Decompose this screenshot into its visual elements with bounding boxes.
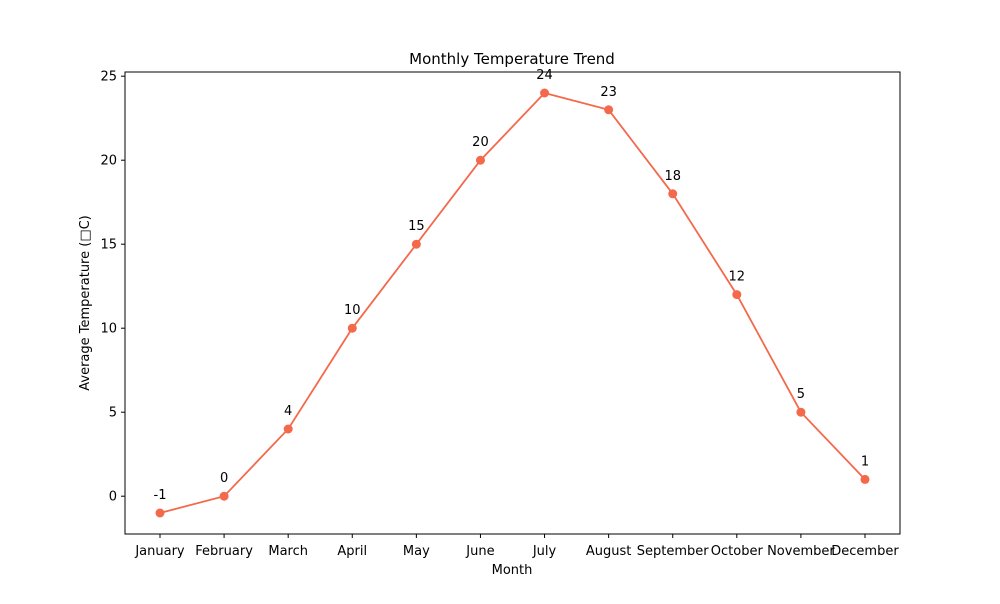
data-point — [604, 105, 614, 115]
plot-area — [124, 71, 901, 535]
y-tick-label: 25 — [100, 70, 117, 85]
y-axis: 0 5 10 15 20 25 — [100, 70, 125, 505]
data-point — [411, 239, 421, 249]
data-label: 23 — [600, 85, 617, 100]
data-point — [732, 290, 742, 300]
y-tick-label: 15 — [100, 238, 117, 253]
x-tick-label: March — [268, 544, 308, 559]
x-tick-label: May — [403, 544, 430, 559]
data-label: 1 — [861, 454, 869, 469]
x-tick-label: November — [767, 544, 835, 559]
x-tick-label: April — [337, 544, 367, 559]
chart-title: Monthly Temperature Trend — [409, 50, 615, 68]
series-group: -1 0 4 10 15 20 24 23 18 12 5 1 — [154, 68, 870, 518]
data-point — [283, 424, 293, 434]
x-tick-label: January — [134, 544, 185, 559]
x-tick-label: December — [831, 544, 899, 559]
data-label: 15 — [408, 219, 425, 234]
data-point — [347, 323, 357, 333]
data-point — [860, 474, 870, 484]
x-tick-label: July — [532, 544, 557, 559]
data-point — [475, 155, 485, 165]
y-tick-label: 20 — [100, 154, 117, 169]
data-label: -1 — [154, 488, 167, 503]
y-axis-label: Average Temperature (□C) — [78, 215, 93, 391]
data-point — [155, 508, 165, 518]
x-tick-label: June — [465, 544, 494, 559]
data-label: 24 — [536, 68, 553, 83]
data-label: 0 — [220, 471, 228, 486]
data-label: 20 — [472, 135, 489, 150]
data-point — [540, 88, 550, 98]
data-label: 5 — [797, 387, 805, 402]
y-tick-label: 10 — [100, 322, 117, 337]
x-tick-label: October — [711, 544, 764, 559]
x-tick-label: August — [586, 544, 632, 559]
data-label: 10 — [344, 303, 361, 318]
data-point — [219, 491, 229, 501]
y-tick-label: 5 — [109, 406, 117, 421]
series-line — [159, 91, 866, 514]
data-label: 18 — [664, 169, 681, 184]
data-label: 12 — [729, 270, 746, 285]
x-axis-label: Month — [492, 563, 533, 578]
data-point — [668, 189, 678, 199]
x-axis: January February March April May June July Augu… — [134, 534, 899, 559]
data-point — [796, 407, 806, 417]
x-tick-label: February — [195, 544, 253, 559]
data-label: 4 — [284, 404, 292, 419]
x-tick-label: September — [637, 544, 710, 559]
y-tick-label: 0 — [109, 490, 117, 505]
